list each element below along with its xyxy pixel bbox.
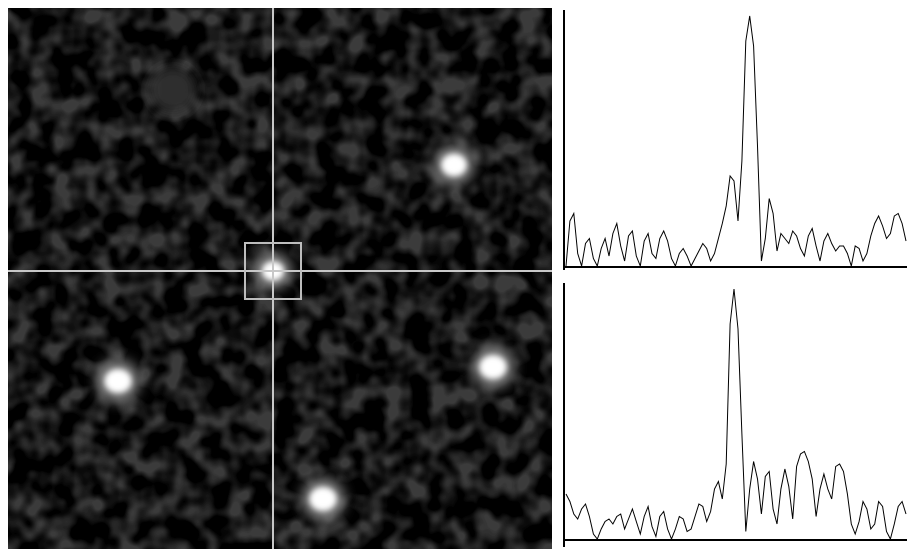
peak-group xyxy=(96,66,515,521)
selection-box[interactable] xyxy=(244,242,302,300)
peak-spot xyxy=(479,355,507,379)
vertical-profile-line xyxy=(565,288,907,541)
peak-spot xyxy=(441,153,467,177)
correlation-image-view[interactable] xyxy=(8,8,552,549)
peak-spot xyxy=(309,487,337,511)
vertical-profile-panel xyxy=(560,281,907,549)
horizontal-profile-line xyxy=(565,15,907,268)
horizontal-profile-panel xyxy=(560,8,907,272)
peak-spot xyxy=(104,369,132,393)
peak-halo xyxy=(149,66,197,114)
